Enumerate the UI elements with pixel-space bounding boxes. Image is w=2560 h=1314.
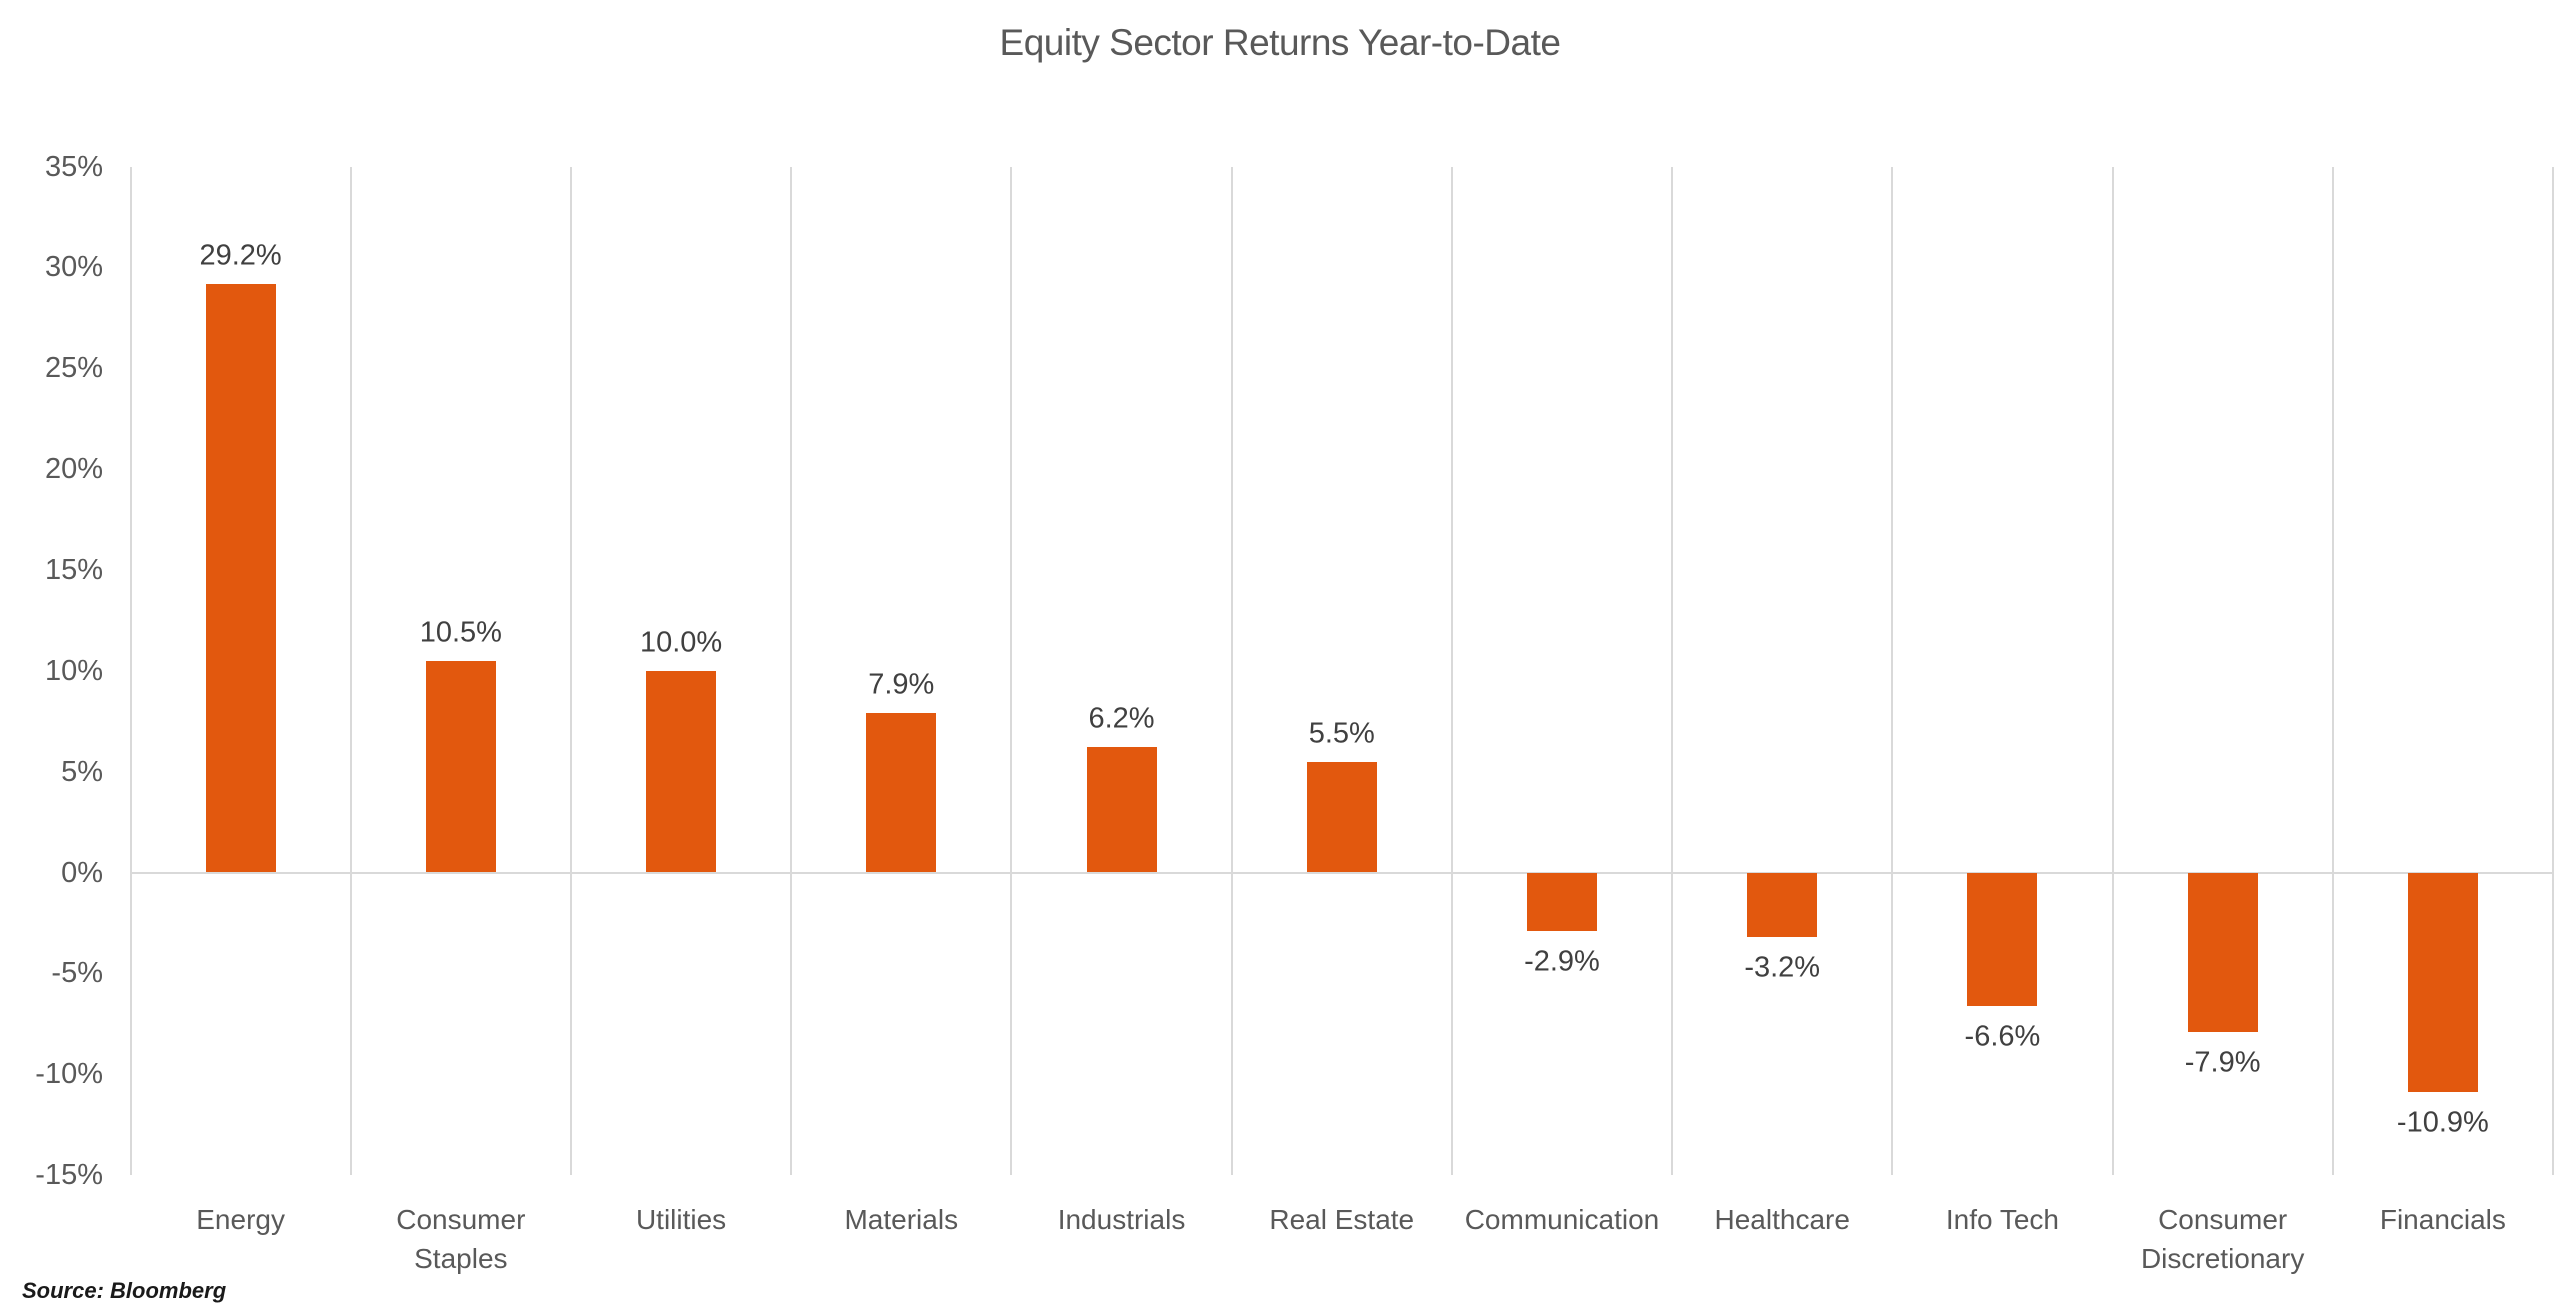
y-axis-tick-label: 20% xyxy=(44,453,103,486)
value-label-consumer-discretionary: -7.9% xyxy=(2184,1046,2261,1079)
category-label-info-tech: Info Tech xyxy=(1945,1204,2059,1235)
vertical-gridline xyxy=(2111,166,2114,1176)
bar-financials xyxy=(2407,872,2478,1093)
bar-consumer-discretionary xyxy=(2187,872,2258,1032)
source-note: Source: Bloomberg xyxy=(22,1278,227,1303)
y-axis-line xyxy=(129,166,132,1176)
vertical-gridline xyxy=(1010,166,1013,1176)
bar-communication xyxy=(1526,872,1597,931)
y-axis-tick-label: 10% xyxy=(44,654,103,687)
category-label-materials: Materials xyxy=(844,1204,959,1235)
category-label-utilities: Utilities xyxy=(635,1204,727,1235)
vertical-gridline xyxy=(1230,166,1233,1176)
bar-utilities xyxy=(646,670,717,873)
value-label-info-tech: -6.6% xyxy=(1964,1020,2041,1053)
vertical-gridline xyxy=(569,166,572,1176)
category-label-consumer-discretionary: Consumer Discretionary xyxy=(2140,1204,2305,1274)
value-label-energy: 29.2% xyxy=(199,239,282,272)
category-label-healthcare: Healthcare xyxy=(1714,1204,1850,1235)
y-axis-tick-label: -15% xyxy=(35,1159,103,1192)
zero-baseline xyxy=(130,871,2553,874)
category-label-communication: Communication xyxy=(1464,1204,1660,1235)
y-axis-tick-label: 0% xyxy=(61,856,103,889)
vertical-gridline xyxy=(2331,166,2334,1176)
value-label-communication: -2.9% xyxy=(1524,945,1600,978)
y-axis-tick-label: -5% xyxy=(51,957,103,990)
bar-consumer-staples xyxy=(425,660,496,873)
y-axis-tick-label: -10% xyxy=(35,1058,103,1091)
bar-industrials xyxy=(1086,747,1157,873)
value-label-materials: 7.9% xyxy=(868,668,935,701)
value-label-consumer-staples: 10.5% xyxy=(419,616,502,649)
value-label-industrials: 6.2% xyxy=(1088,702,1155,735)
y-axis-tick-label: 25% xyxy=(44,352,103,385)
y-axis-tick-label: 30% xyxy=(44,251,103,284)
category-label-real-estate: Real Estate xyxy=(1269,1204,1415,1235)
bar-materials xyxy=(866,713,937,873)
bar-real-estate xyxy=(1306,761,1377,873)
bar-energy xyxy=(205,283,276,873)
vertical-gridline xyxy=(1671,166,1674,1176)
y-axis-tick-label: 15% xyxy=(44,553,103,586)
value-label-healthcare: -3.2% xyxy=(1744,951,1821,984)
value-label-real-estate: 5.5% xyxy=(1308,717,1375,750)
chart-title: Equity Sector Returns Year-to-Date xyxy=(999,22,1561,63)
vertical-gridline xyxy=(349,166,352,1176)
category-label-industrials: Industrials xyxy=(1057,1204,1186,1235)
y-axis-tick-label: 35% xyxy=(44,150,103,183)
value-label-financials: -10.9% xyxy=(2396,1106,2489,1139)
value-label-utilities: 10.0% xyxy=(639,626,723,659)
bar-info-tech xyxy=(1967,872,2038,1006)
vertical-gridline xyxy=(1450,166,1453,1176)
category-label-financials: Financials xyxy=(2379,1204,2506,1235)
vertical-gridline xyxy=(790,166,793,1176)
bar-healthcare xyxy=(1747,872,1818,938)
vertical-gridline xyxy=(2552,166,2554,1176)
category-label-energy: Energy xyxy=(196,1204,285,1235)
vertical-gridline xyxy=(1891,166,1894,1176)
y-axis-tick-label: 5% xyxy=(61,755,103,788)
category-label-consumer-staples: Consumer Staples xyxy=(396,1204,526,1274)
